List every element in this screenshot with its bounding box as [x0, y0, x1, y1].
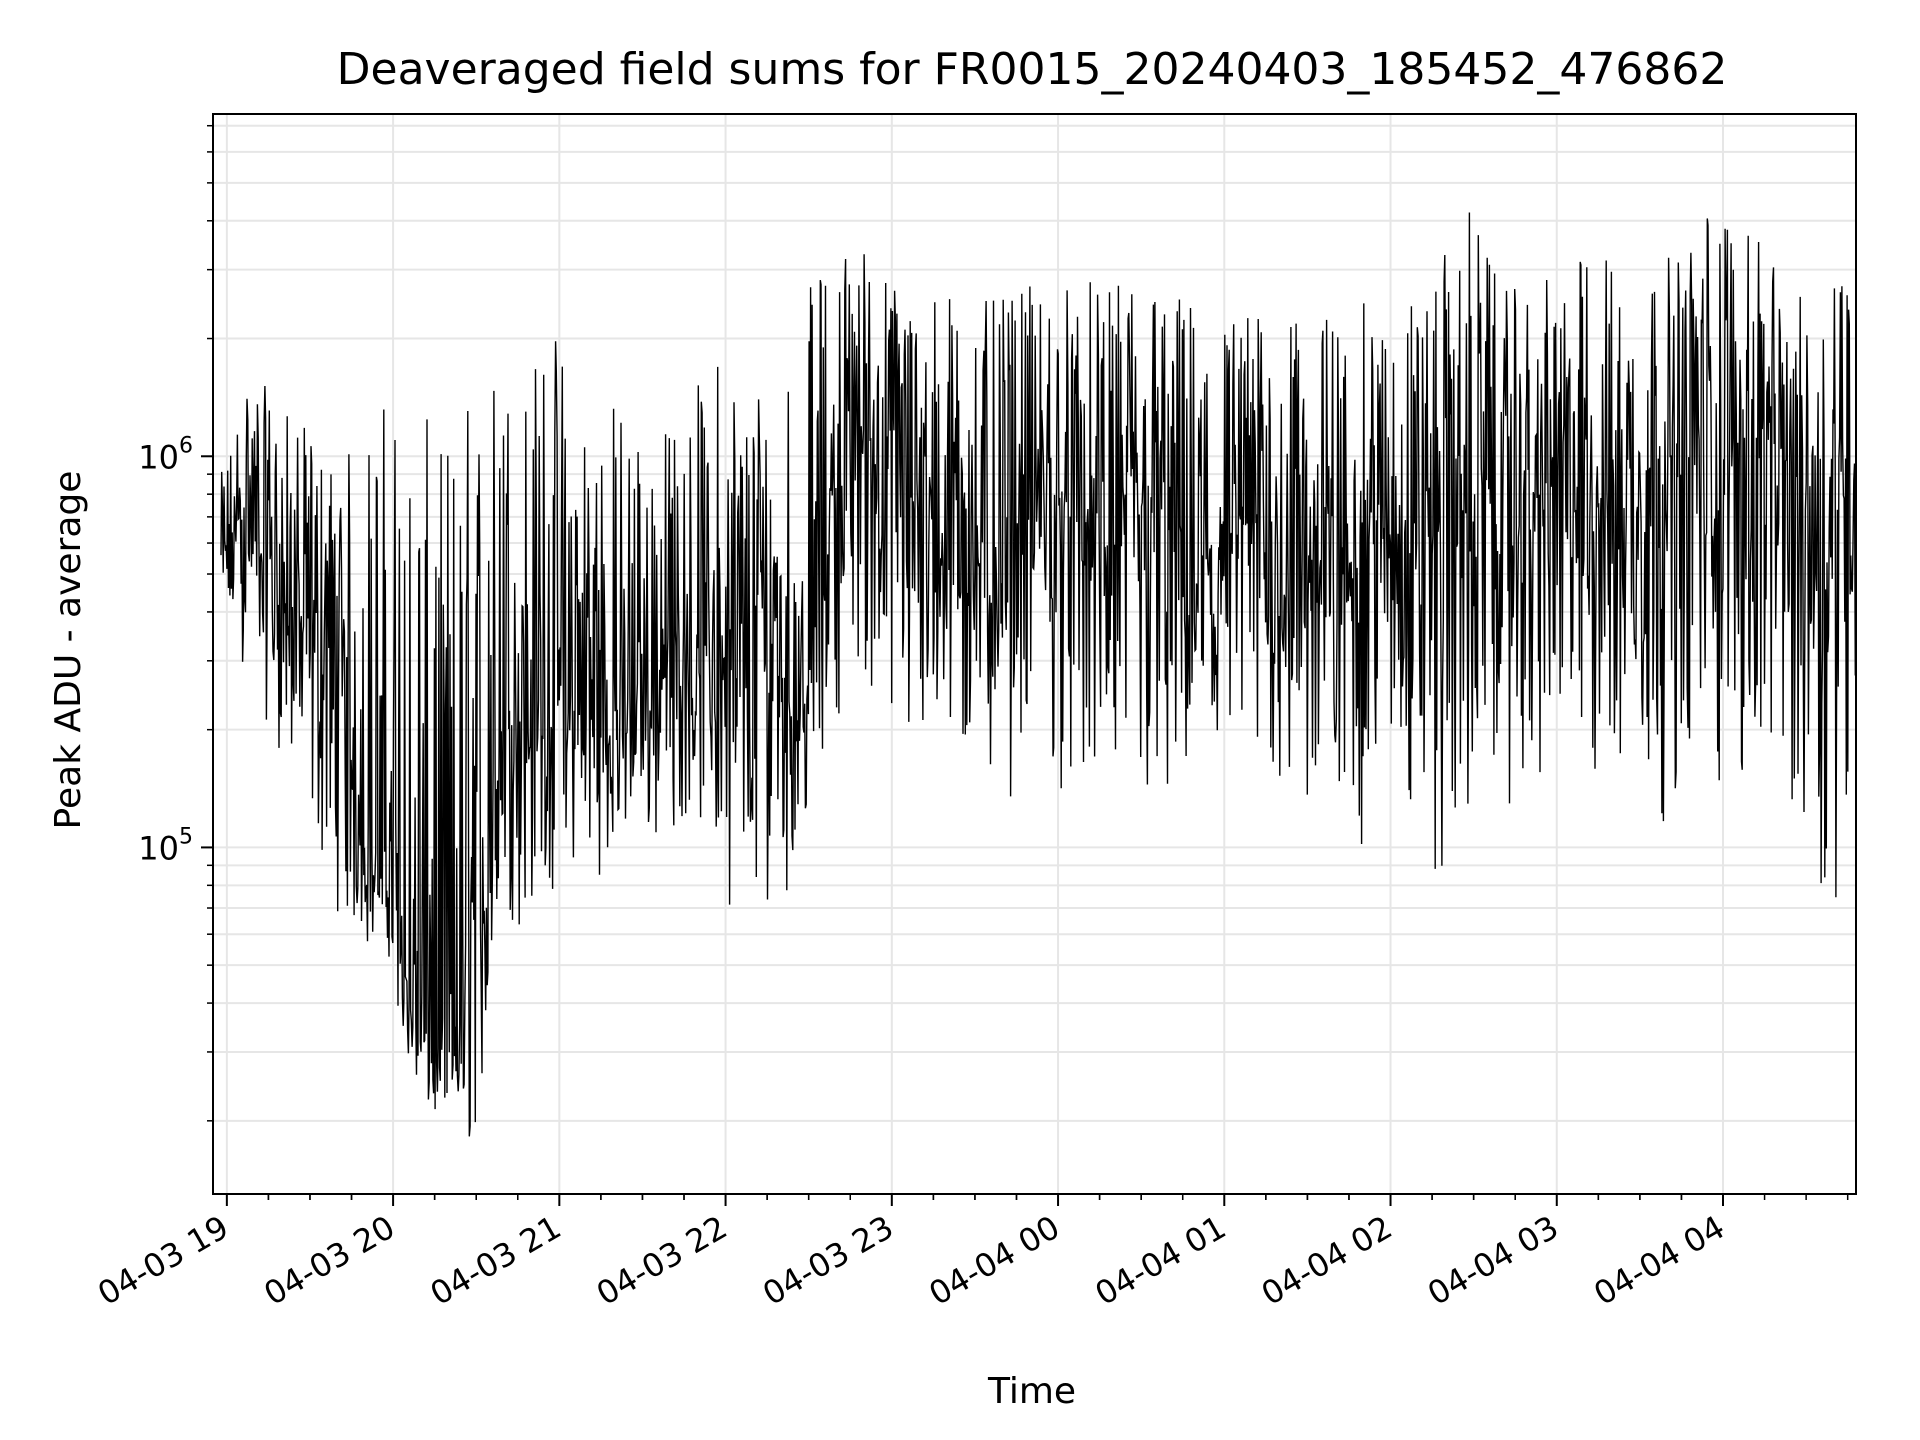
- series-line: [220, 212, 1857, 1137]
- x-tick-label: 04-04 00: [922, 1208, 1066, 1313]
- x-tick-label: 04-03 20: [257, 1208, 401, 1313]
- x-axis-label: Time: [987, 1371, 1076, 1412]
- data-series: [220, 212, 1857, 1137]
- y-tick-label: 106: [138, 433, 193, 476]
- y-axis: 105 106: [138, 124, 213, 1122]
- x-tick-label: 04-04 02: [1255, 1208, 1399, 1313]
- y-axis-label: Peak ADU - average: [48, 471, 89, 830]
- chart-title: Deaveraged field sums for FR0015_2024040…: [337, 44, 1728, 95]
- x-tick-label: 04-03 22: [590, 1208, 734, 1313]
- plot-area: [212, 113, 1857, 1195]
- x-tick-label: 04-04 03: [1421, 1208, 1565, 1313]
- x-tick-label: 04-03 19: [91, 1208, 235, 1313]
- y-tick-label: 105: [138, 824, 193, 867]
- x-axis: 04-03 19 04-03 20 04-03 21 04-03 22 04-03 23…: [91, 1194, 1849, 1313]
- x-tick-label: 04-03 21: [424, 1208, 568, 1313]
- x-tick-label: 04-04 01: [1089, 1208, 1233, 1313]
- x-tick-label: 04-03 23: [756, 1208, 900, 1313]
- x-tick-label: 04-04 04: [1587, 1208, 1731, 1313]
